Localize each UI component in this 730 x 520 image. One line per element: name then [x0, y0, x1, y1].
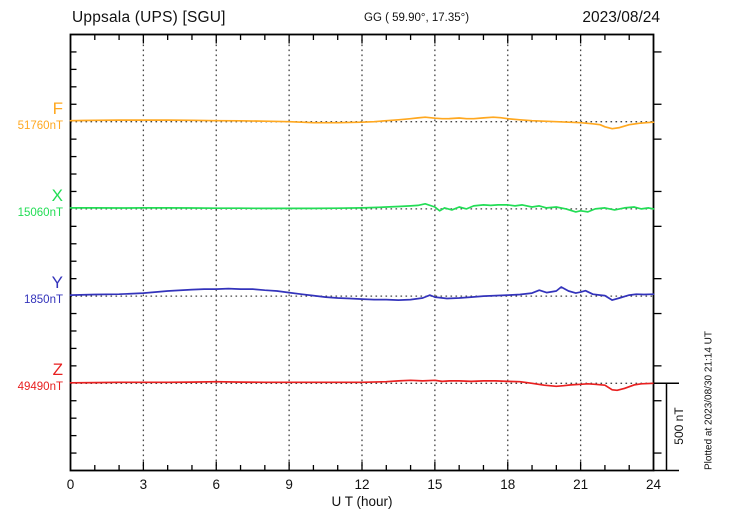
component-letter-F: F [52, 99, 63, 118]
x-tick-label-21: 21 [573, 477, 589, 492]
station-title: Uppsala (UPS) [SGU] [72, 9, 226, 26]
component-label-Y: Y 1850nT [0, 274, 63, 307]
component-baseline-X: 15060nT [17, 207, 63, 219]
component-baseline-F: 51760nT [17, 120, 63, 132]
observation-date: 2023/08/24 [582, 9, 660, 26]
x-tick-label-12: 12 [354, 477, 370, 492]
component-label-X: X 15060nT [0, 187, 63, 220]
x-tick-label-18: 18 [500, 477, 516, 492]
trace-Y [69, 286, 655, 301]
x-tick-label-6: 6 [212, 477, 221, 492]
component-label-F: F 51760nT [0, 100, 63, 133]
trace-X [69, 202, 655, 213]
component-letter-X: X [51, 186, 63, 205]
x-tick-label-15: 15 [427, 477, 443, 492]
trace-Z [69, 379, 655, 392]
plot-timestamp-note: Plotted at 2023/08/30 21:14 UT [703, 331, 715, 470]
trace-F [69, 116, 655, 130]
x-tick-label-9: 9 [285, 477, 293, 492]
x-tick-label-24: 24 [645, 477, 662, 492]
component-baseline-Y: 1850nT [23, 294, 63, 306]
geographic-coordinates: GG ( 59.90°, 17.35°) [364, 12, 470, 24]
component-letter-Y: Y [51, 273, 63, 292]
x-tick-label-3: 3 [139, 477, 148, 492]
scale-bar-label: 500 nT [672, 407, 686, 445]
x-axis-title: U T (hour) [331, 494, 393, 509]
component-label-Z: Z 49490nT [0, 361, 63, 394]
x-tick-label-0: 0 [66, 477, 75, 492]
component-baseline-Z: 49490nT [17, 381, 63, 393]
component-letter-Z: Z [52, 360, 63, 379]
